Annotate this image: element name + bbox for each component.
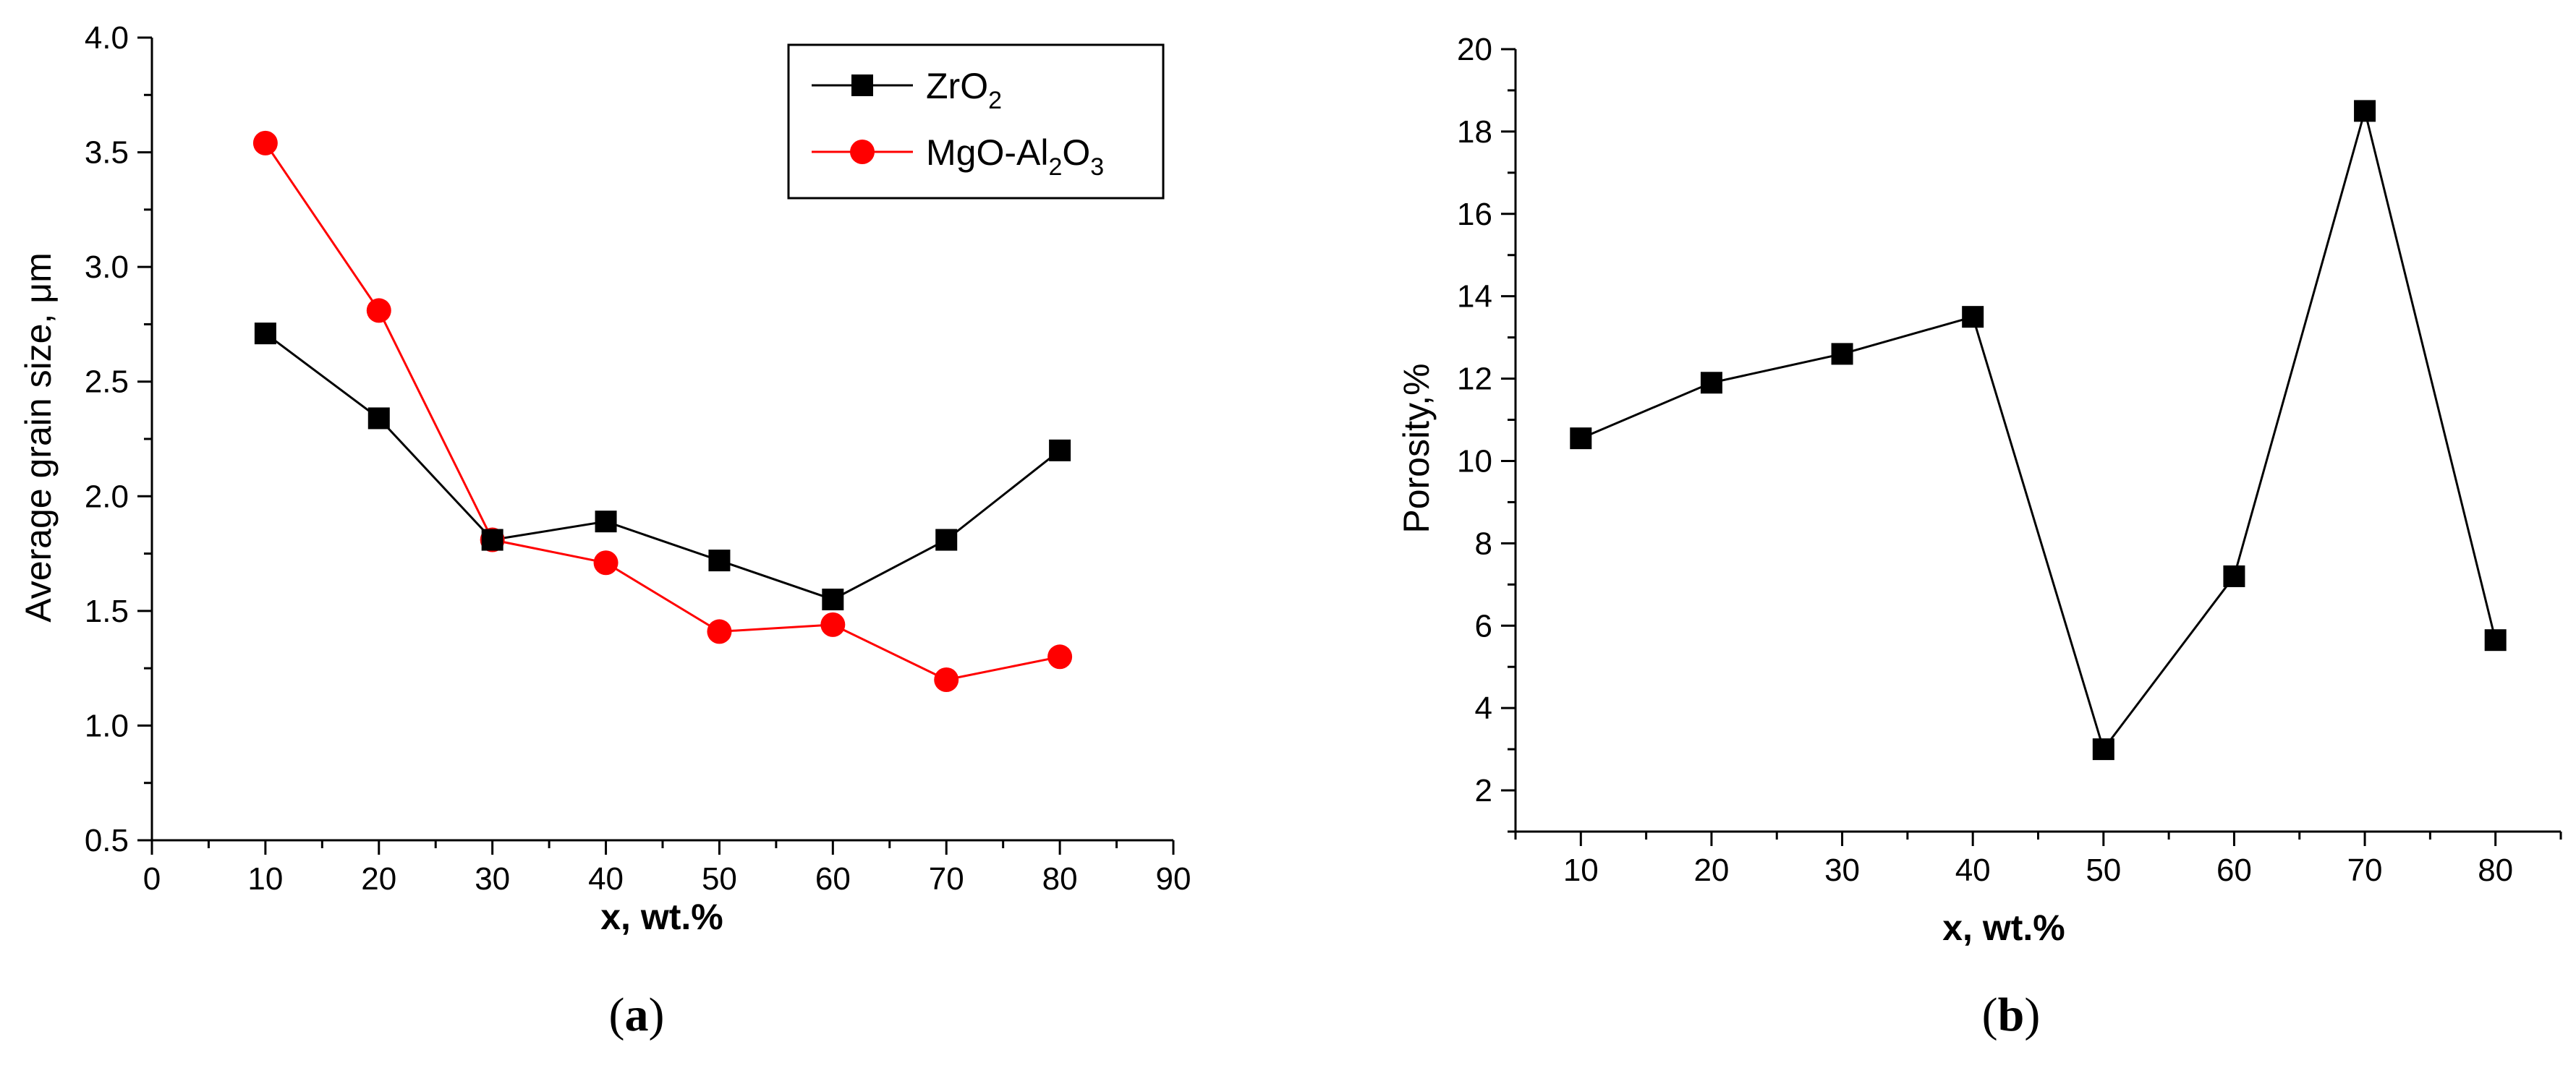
chart-b-data-point bbox=[1700, 372, 1722, 394]
chart-a-data-point bbox=[934, 667, 959, 692]
legend-zro2-marker bbox=[851, 74, 873, 96]
chart-b-x-tick-label: 10 bbox=[1563, 853, 1599, 888]
chart-a-data-point bbox=[820, 612, 846, 637]
chart-a-y-tick-label: 3.0 bbox=[85, 249, 129, 285]
chart-a-x-axis-label: x, wt.% bbox=[600, 897, 723, 937]
chart-a-data-point bbox=[595, 511, 617, 533]
chart-a-x-tick-label: 60 bbox=[815, 861, 851, 897]
chart-a-y-tick-label: 2.0 bbox=[85, 479, 129, 514]
chart-a-y-tick-label: 4.0 bbox=[85, 20, 129, 56]
chart-a-data-point bbox=[707, 619, 732, 644]
legend-mgo-marker bbox=[850, 140, 875, 164]
chart-a-y-tick-label: 2.5 bbox=[85, 364, 129, 400]
chart-a-data-point bbox=[1047, 644, 1073, 670]
chart-b-y-tick-label: 20 bbox=[1457, 32, 1492, 67]
chart-a-series-lines bbox=[264, 142, 1061, 681]
chart-b-y-tick-label: 14 bbox=[1457, 279, 1492, 315]
legend-mgo-label: MgO-Al2O3 bbox=[926, 132, 1104, 181]
chart-a-data-point bbox=[252, 130, 278, 155]
chart-b-x-tick-label: 70 bbox=[2347, 853, 2383, 888]
chart-a-x-tick-label: 10 bbox=[247, 861, 283, 897]
chart-a-data-point bbox=[593, 550, 619, 576]
chart-b-x-tick-label: 50 bbox=[2086, 853, 2121, 888]
legend-zro2-label: ZrO2 bbox=[926, 66, 1002, 114]
chart-a-data-point bbox=[254, 323, 276, 345]
chart-a-data-point bbox=[367, 407, 390, 430]
chart-a-markers bbox=[252, 130, 1073, 692]
chart-b-axes bbox=[1514, 49, 2561, 833]
chart-b-ticks: 10 20 30 40 50 60 70 80 2 4 6 8 10 12 14 16 18 20 bbox=[1457, 32, 2562, 888]
chart-a-x-tick-label: 0 bbox=[143, 861, 161, 897]
chart-a-data-point bbox=[935, 529, 958, 551]
chart-b-y-tick-label: 2 bbox=[1475, 773, 1492, 808]
chart-b-x-tick-label: 30 bbox=[1824, 853, 1860, 888]
chart-b-data-point bbox=[2484, 629, 2507, 652]
chart-b-y-tick-label: 16 bbox=[1457, 197, 1492, 232]
chart-b-markers bbox=[1570, 100, 2507, 761]
chart-b-y-axis-label: Porosity,% bbox=[1396, 363, 1437, 533]
chart-a-x-tick-label: 40 bbox=[588, 861, 624, 897]
chart-a-data-point bbox=[822, 589, 844, 610]
chart-a-x-tick-label: 70 bbox=[929, 861, 964, 897]
chart-a-series-line bbox=[265, 332, 1061, 601]
chart-b-caption: (b) bbox=[1982, 989, 2041, 1041]
chart-b-data-point bbox=[1962, 306, 1984, 328]
chart-b-y-tick-label: 10 bbox=[1457, 443, 1492, 479]
chart-a-y-tick-label: 3.5 bbox=[85, 135, 129, 171]
chart-a-data-point bbox=[708, 550, 731, 572]
chart-a-y-tick-label: 0.5 bbox=[85, 823, 129, 858]
chart-b-x-tick-label: 20 bbox=[1693, 853, 1729, 888]
chart-a-x-tick-label: 50 bbox=[702, 861, 737, 897]
chart-a-y-axis-label: Average grain size, μm bbox=[18, 252, 59, 622]
chart-b-x-tick-label: 80 bbox=[2478, 853, 2513, 888]
chart-a-y-tick-label: 1.0 bbox=[85, 708, 129, 743]
chart-b-y-tick-label: 4 bbox=[1475, 691, 1492, 726]
chart-b-y-tick-label: 18 bbox=[1457, 114, 1492, 150]
legend-box bbox=[787, 43, 1165, 200]
chart-b-y-tick-label: 12 bbox=[1457, 362, 1492, 397]
chart-b-data-point bbox=[2223, 565, 2245, 587]
chart-a-legend: ZrO2 MgO-Al2O3 bbox=[787, 43, 1165, 200]
chart-b-data-point bbox=[2092, 738, 2114, 761]
chart-b-series-lines bbox=[1580, 106, 2497, 752]
chart-b-x-axis-label: x, wt.% bbox=[1942, 908, 2065, 948]
chart-a-data-point bbox=[366, 298, 391, 323]
chart-a: 0 10 20 30 40 50 60 70 80 90 0.5 1.0 1.5 2.0 2.5 3.0 3.5… bbox=[18, 20, 1191, 1041]
chart-b-x-tick-label: 60 bbox=[2216, 853, 2252, 888]
chart-a-series-line bbox=[264, 142, 1060, 681]
chart-a-x-tick-label: 30 bbox=[475, 861, 510, 897]
chart-a-caption: (a) bbox=[609, 989, 665, 1041]
chart-a-ticks: 0 10 20 30 40 50 60 70 80 90 0.5 1.0 1.5 2.0 2.5 3.0 3.5… bbox=[85, 20, 1191, 897]
chart-a-x-tick-label: 80 bbox=[1042, 861, 1078, 897]
chart-b-y-tick-label: 8 bbox=[1475, 526, 1492, 561]
chart-b: 10 20 30 40 50 60 70 80 2 4 6 8 10 12 14 16 18 20 x, wt.%… bbox=[1396, 32, 2562, 1041]
chart-a-data-point bbox=[481, 529, 503, 551]
chart-b-data-point bbox=[1570, 427, 1592, 450]
chart-b-data-point bbox=[2354, 100, 2376, 122]
chart-b-data-point bbox=[1831, 343, 1853, 365]
chart-a-data-point bbox=[1049, 439, 1071, 461]
chart-a-x-tick-label: 90 bbox=[1156, 861, 1191, 897]
chart-b-series-line bbox=[1580, 106, 2497, 752]
chart-b-y-tick-label: 6 bbox=[1475, 608, 1492, 644]
chart-a-y-tick-label: 1.5 bbox=[85, 594, 129, 629]
chart-b-x-tick-label: 40 bbox=[1955, 853, 1991, 888]
chart-a-x-tick-label: 20 bbox=[361, 861, 396, 897]
